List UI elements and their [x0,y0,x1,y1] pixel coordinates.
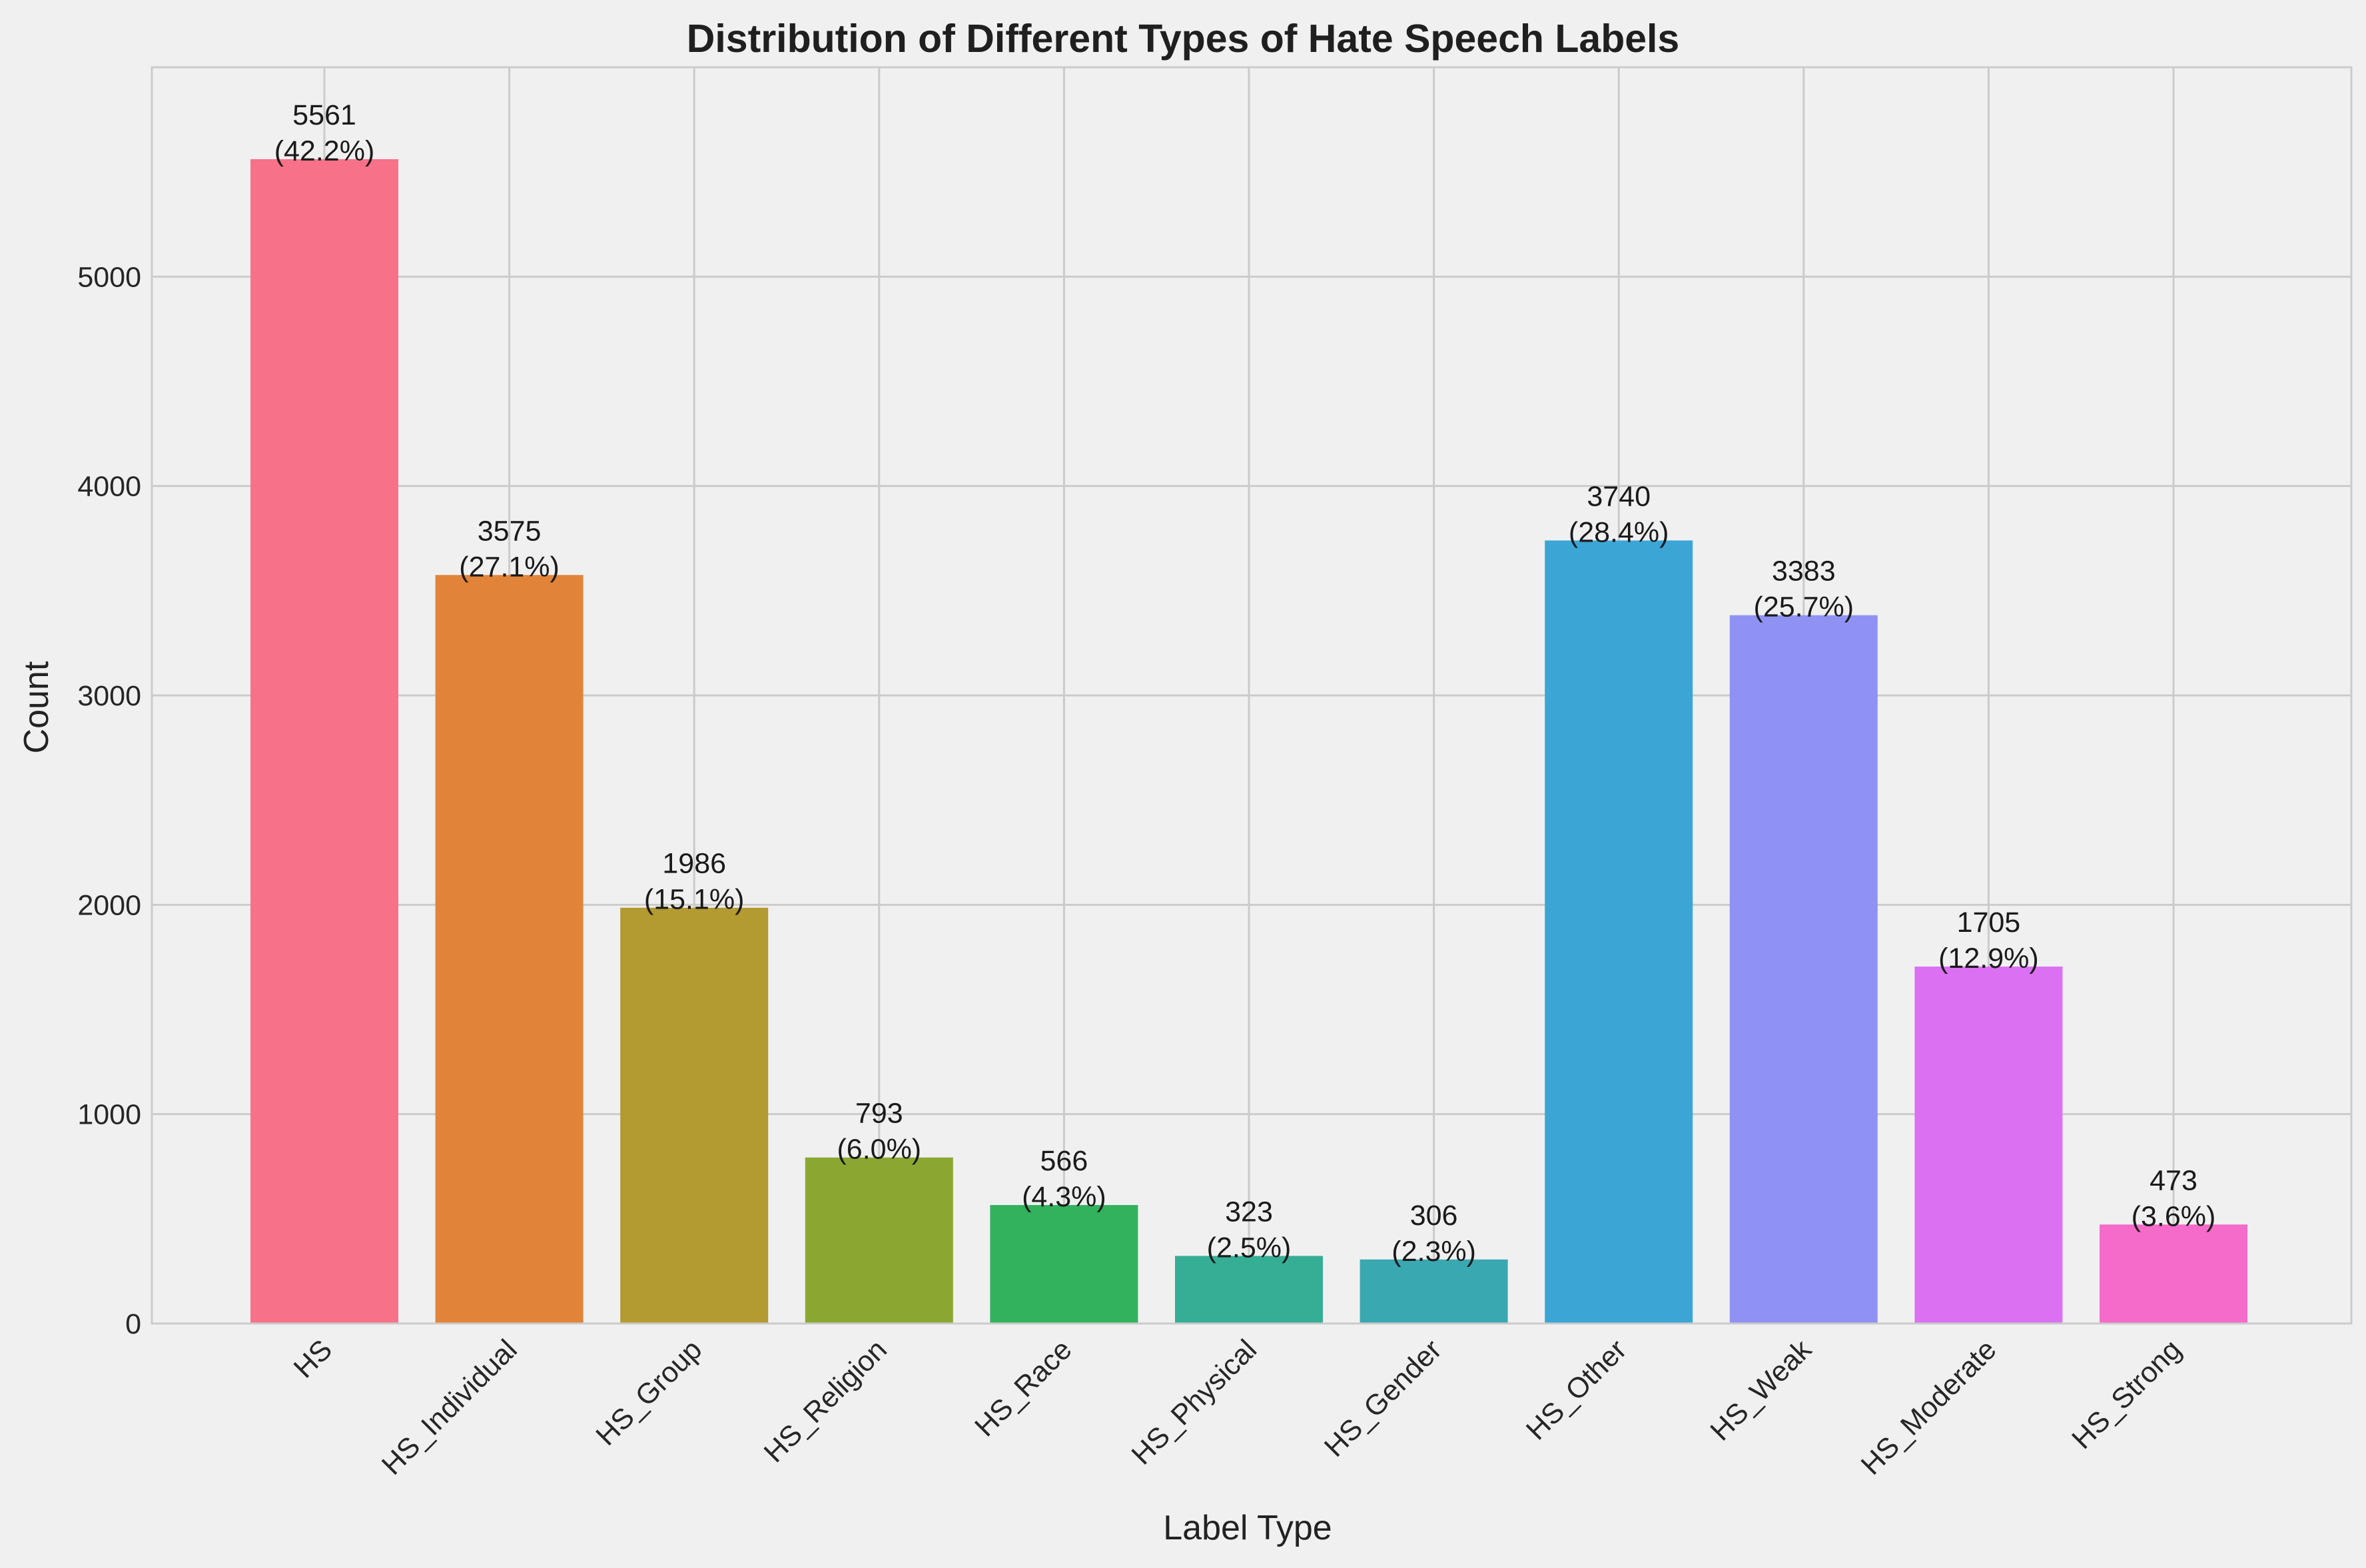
chart-title: Distribution of Different Types of Hate … [687,17,1680,61]
bar-percent-label: (4.3%) [1022,1181,1106,1213]
bar-hs [250,159,398,1324]
x-tick-label: HS_Group [590,1334,709,1452]
bar-percent-label: (15.1%) [644,884,745,916]
bar-value-label: 306 [1410,1200,1458,1232]
bar-value-label: 473 [2150,1164,2197,1196]
y-tick-label: 1000 [77,1099,141,1131]
plot-frame [151,66,2353,1325]
y-tick-label: 4000 [77,471,141,503]
bar-hs-physical [1175,1256,1323,1324]
bar-value-label: 793 [855,1098,903,1130]
bar-percent-label: (25.7%) [1754,591,1854,623]
x-tick-label: HS_Strong [2066,1334,2187,1455]
bar-value-label: 3383 [1772,556,1836,588]
bar-hs-group [620,907,769,1324]
bar-hs-other [1545,540,1693,1324]
bar-hs-race [990,1205,1138,1324]
x-tick-label: HS [288,1334,338,1384]
y-tick-label: 0 [125,1308,141,1340]
bar-percent-label: (42.2%) [274,135,375,167]
bar-value-label: 323 [1225,1196,1273,1228]
bar-hs-strong [2100,1224,2247,1324]
bar-hs-individual [435,575,584,1324]
x-tick-label: HS_Physical [1126,1334,1263,1471]
x-tick-label: HS_Individual [376,1334,524,1481]
bar-hs-gender [1360,1259,1508,1324]
x-tick-label: HS_Moderate [1855,1334,2003,1481]
y-tick-label: 2000 [77,889,141,921]
bar-hs-religion [805,1157,953,1324]
bar-percent-label: (2.5%) [1207,1232,1292,1264]
bar-value-label: 3740 [1587,480,1651,512]
x-tick-label: HS_Other [1520,1334,1633,1446]
x-tick-label: HS_Race [969,1334,1078,1443]
bar-percent-label: (12.9%) [1938,943,2039,975]
bar-percent-label: (27.1%) [459,551,560,583]
x-tick-label: HS_Gender [1318,1334,1448,1463]
y-axis-title: Count [17,661,56,753]
bar-percent-label: (3.6%) [2132,1200,2216,1232]
y-tick-label: 3000 [77,680,141,712]
bar-hs-weak [1729,615,1878,1324]
bar-value-label: 3575 [478,515,542,547]
bar-hs-moderate [1914,967,2063,1324]
bar-percent-label: (6.0%) [837,1134,921,1166]
bar-value-label: 5561 [292,99,356,131]
x-tick-label: HS_Weak [1705,1334,1818,1447]
x-tick-label: HS_Religion [758,1334,893,1469]
bar-value-label: 1986 [662,848,726,880]
bar-value-label: 566 [1040,1145,1088,1177]
bar-percent-label: (28.4%) [1569,516,1669,548]
bar-percent-label: (2.3%) [1391,1236,1476,1268]
plot-area: 5561 (42.2%) 3575 (27.1%) 1986 (15.1%) 793 (6.0… [77,66,2353,1481]
y-tick-label: 5000 [77,261,141,293]
bar-value-label: 1705 [1957,907,2021,939]
x-axis-title: Label Type [1163,1509,1332,1547]
